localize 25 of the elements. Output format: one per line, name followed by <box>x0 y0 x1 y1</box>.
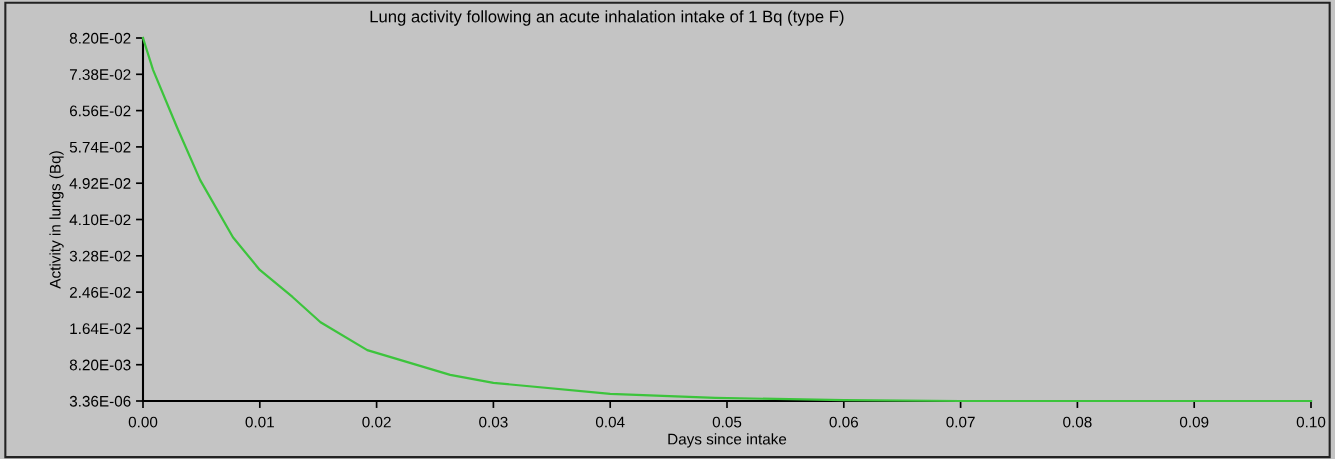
y-tick-label: 1.64E-02 <box>70 323 131 335</box>
x-tick-label: 0.09 <box>1179 416 1209 428</box>
y-tick-label: 6.56E-02 <box>69 105 131 117</box>
x-tick-label: 0.08 <box>1063 416 1092 428</box>
x-tick-label: 0.00 <box>128 416 158 428</box>
y-tick-label: 3.28E-02 <box>69 250 131 262</box>
x-axis-title: Days since intake <box>668 433 787 448</box>
y-tick-label: 2.46E-02 <box>69 286 131 298</box>
x-tick-label: 0.07 <box>946 416 975 428</box>
x-tick-label: 0.10 <box>1296 416 1326 428</box>
x-tick-label: 0.02 <box>362 416 391 428</box>
y-tick-label: 5.74E-02 <box>69 141 131 153</box>
x-tick-label: 0.04 <box>595 416 625 428</box>
x-tick-label: 0.06 <box>829 416 858 428</box>
y-tick-label: 8.20E-02 <box>69 32 131 44</box>
y-axis-title: Activity in lungs (Bq) <box>49 151 64 289</box>
y-tick-label: 4.92E-02 <box>69 178 131 189</box>
x-tick-label: 0.03 <box>479 416 508 428</box>
chart-title: Lung activity following an acute inhalation intake of 1 Bq (type F) <box>370 10 844 26</box>
y-tick-label: 8.20E-03 <box>69 359 131 371</box>
x-tick-label: 0.01 <box>245 416 274 428</box>
x-tick-label: 0.05 <box>712 416 742 428</box>
y-tick-label: 7.38E-02 <box>69 69 131 80</box>
y-tick-label: 3.36E-06 <box>69 395 131 407</box>
y-tick-label: 4.10E-02 <box>69 214 131 226</box>
